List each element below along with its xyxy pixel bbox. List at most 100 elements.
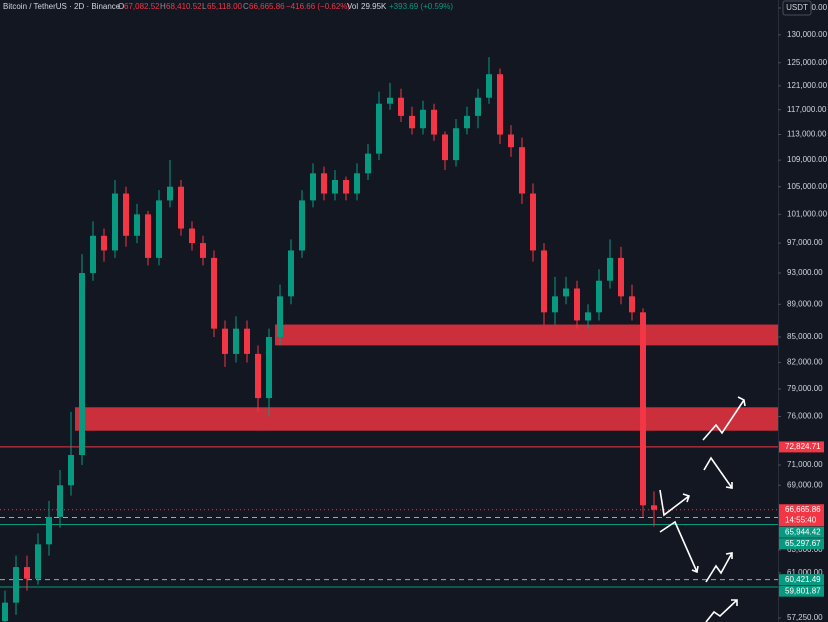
y-tick-label: 85,000.00: [787, 332, 823, 341]
candle-body: [35, 544, 41, 579]
y-tick-label: 57,250.00: [787, 613, 823, 622]
candle-body: [310, 173, 316, 201]
candle-body: [585, 312, 591, 321]
y-tick-label: 93,000.00: [787, 268, 823, 277]
candle-body: [167, 186, 173, 201]
candle-body: [343, 179, 349, 194]
arrow-up: [702, 399, 745, 441]
candle-body: [123, 193, 129, 236]
currency-button[interactable]: [782, 0, 812, 16]
candle-body: [409, 115, 415, 129]
candle-body: [57, 485, 63, 517]
arrow-head: [691, 565, 699, 574]
ohlc-value: 68,410.52: [166, 2, 202, 11]
candle-body: [387, 97, 393, 104]
candle-body: [178, 186, 184, 229]
candle-body: [299, 200, 305, 251]
candle-body: [211, 257, 217, 329]
arrow-head: [737, 396, 746, 407]
y-tick-label: 76,000.00: [787, 412, 823, 421]
arrow-head: [725, 482, 733, 489]
candle-body: [233, 328, 239, 354]
y-tick-label: 61,000.00: [787, 568, 823, 577]
arrow-down: [703, 456, 733, 489]
drawing-arrows: [659, 396, 746, 622]
zone: [275, 324, 778, 346]
arrow-head: [725, 552, 733, 559]
candle-body: [24, 567, 30, 579]
price-label-box: [779, 441, 824, 453]
candle-body: [90, 235, 96, 274]
y-tick-label: 63,000.00: [787, 545, 823, 554]
currency[interactable]: USDT: [786, 3, 808, 12]
candle-body: [508, 134, 514, 148]
candle-body: [145, 214, 151, 258]
candle-body: [134, 214, 140, 236]
volume-value: 29.95K: [361, 2, 387, 11]
price-label-box: [779, 574, 824, 586]
y-tick-label: 109,000.00: [787, 155, 828, 164]
candle-body: [189, 228, 195, 244]
ohlc-key: L: [202, 2, 207, 11]
candle-body: [618, 257, 624, 297]
candle-body: [288, 250, 294, 297]
arrow-up: [659, 489, 690, 517]
arrow-head: [682, 493, 691, 503]
candle-body: [112, 193, 118, 251]
price-label: 60,421.49: [785, 575, 821, 584]
y-tick-label: 105,000.00: [787, 182, 828, 191]
y-tick-label: 82,000.00: [787, 358, 823, 367]
price-label: 66,665.86: [785, 505, 821, 514]
candle-body: [574, 288, 580, 321]
zone: [75, 407, 778, 431]
candle-body: [222, 328, 228, 354]
candle-body: [486, 74, 492, 98]
candle-body: [453, 128, 459, 161]
ohlc-value: 66,665.86: [249, 2, 285, 11]
price-label-box: [779, 504, 824, 527]
candle-body: [321, 173, 327, 194]
candle-body: [530, 193, 536, 251]
candle-body: [354, 173, 360, 194]
header: Bitcoin / TetherUS · 2D · Binance O 67,0…: [3, 2, 453, 11]
candle-body: [244, 328, 250, 354]
y-tick-label: 97,000.00: [787, 238, 823, 247]
candle-body: [420, 109, 426, 129]
candle-body: [497, 74, 503, 135]
countdown-label: 14:55:40: [785, 515, 817, 524]
candle-body: [596, 280, 602, 313]
price-label-box: [779, 585, 824, 597]
ohlc-key: C: [243, 2, 249, 11]
plot-area: [0, 57, 778, 622]
volume-key: Vol: [347, 2, 358, 11]
ohlc-value: 65,118.00: [207, 2, 243, 11]
y-tick-label: 113,000.00: [787, 130, 827, 139]
candle-body: [46, 516, 52, 545]
price-label: 72,824.71: [785, 442, 821, 451]
y-tick-label: 89,000.00: [787, 299, 823, 308]
candle-body: [563, 288, 569, 297]
candle-body: [519, 147, 525, 194]
candle-body: [101, 235, 107, 251]
candle-body: [13, 567, 19, 603]
y-tick-label: 101,000.00: [787, 209, 828, 218]
volume-change: +393.69 (+0.59%): [389, 2, 453, 11]
y-tick-label: 125,000.00: [787, 58, 828, 67]
candle-body: [255, 353, 261, 399]
y-tick-label: 79,000.00: [787, 384, 823, 393]
candle-body: [200, 243, 206, 258]
y-tick-label: 130,000.00: [787, 30, 828, 39]
candle-body: [640, 312, 646, 506]
candle-body: [365, 153, 371, 174]
candle-body: [464, 115, 470, 129]
candle-body: [475, 97, 481, 116]
price-label: 59,801.87: [785, 586, 821, 595]
candle-body: [552, 296, 558, 313]
candle-body: [376, 103, 382, 154]
ohlc-value: 67,082.52: [124, 2, 160, 11]
candle-body: [332, 179, 338, 194]
ohlc-key: H: [160, 2, 166, 11]
arrow-head: [731, 599, 738, 606]
